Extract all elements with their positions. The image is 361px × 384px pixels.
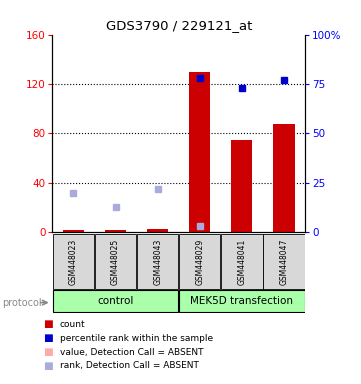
Bar [105,230,126,232]
Text: ■: ■ [43,333,53,343]
FancyBboxPatch shape [53,233,94,290]
Text: MEK5D transfection: MEK5D transfection [190,296,293,306]
Text: GSM448041: GSM448041 [238,238,246,285]
Text: control: control [97,296,134,306]
Bar [231,140,252,232]
Text: GSM448023: GSM448023 [69,238,78,285]
FancyBboxPatch shape [264,233,305,290]
FancyBboxPatch shape [53,290,178,313]
Text: GSM448029: GSM448029 [195,238,204,285]
Text: ■: ■ [43,361,53,371]
Text: percentile rank within the sample: percentile rank within the sample [60,334,213,343]
Bar [189,72,210,232]
FancyBboxPatch shape [179,290,305,313]
FancyBboxPatch shape [179,233,220,290]
FancyBboxPatch shape [137,233,178,290]
Text: ■: ■ [43,347,53,357]
Text: protocol: protocol [2,298,42,308]
FancyBboxPatch shape [95,233,136,290]
Text: ■: ■ [43,319,53,329]
Text: value, Detection Call = ABSENT: value, Detection Call = ABSENT [60,348,203,357]
Bar [274,124,295,232]
Text: GSM448025: GSM448025 [111,238,120,285]
Bar [147,228,168,232]
Text: count: count [60,320,85,329]
FancyBboxPatch shape [221,233,262,290]
Bar [63,230,84,232]
Text: GSM448043: GSM448043 [153,238,162,285]
Text: GSM448047: GSM448047 [279,238,288,285]
Title: GDS3790 / 229121_at: GDS3790 / 229121_at [105,19,252,32]
Text: rank, Detection Call = ABSENT: rank, Detection Call = ABSENT [60,361,199,371]
